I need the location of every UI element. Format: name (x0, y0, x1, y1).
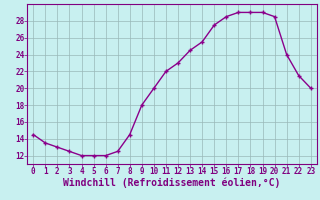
X-axis label: Windchill (Refroidissement éolien,°C): Windchill (Refroidissement éolien,°C) (63, 177, 281, 188)
